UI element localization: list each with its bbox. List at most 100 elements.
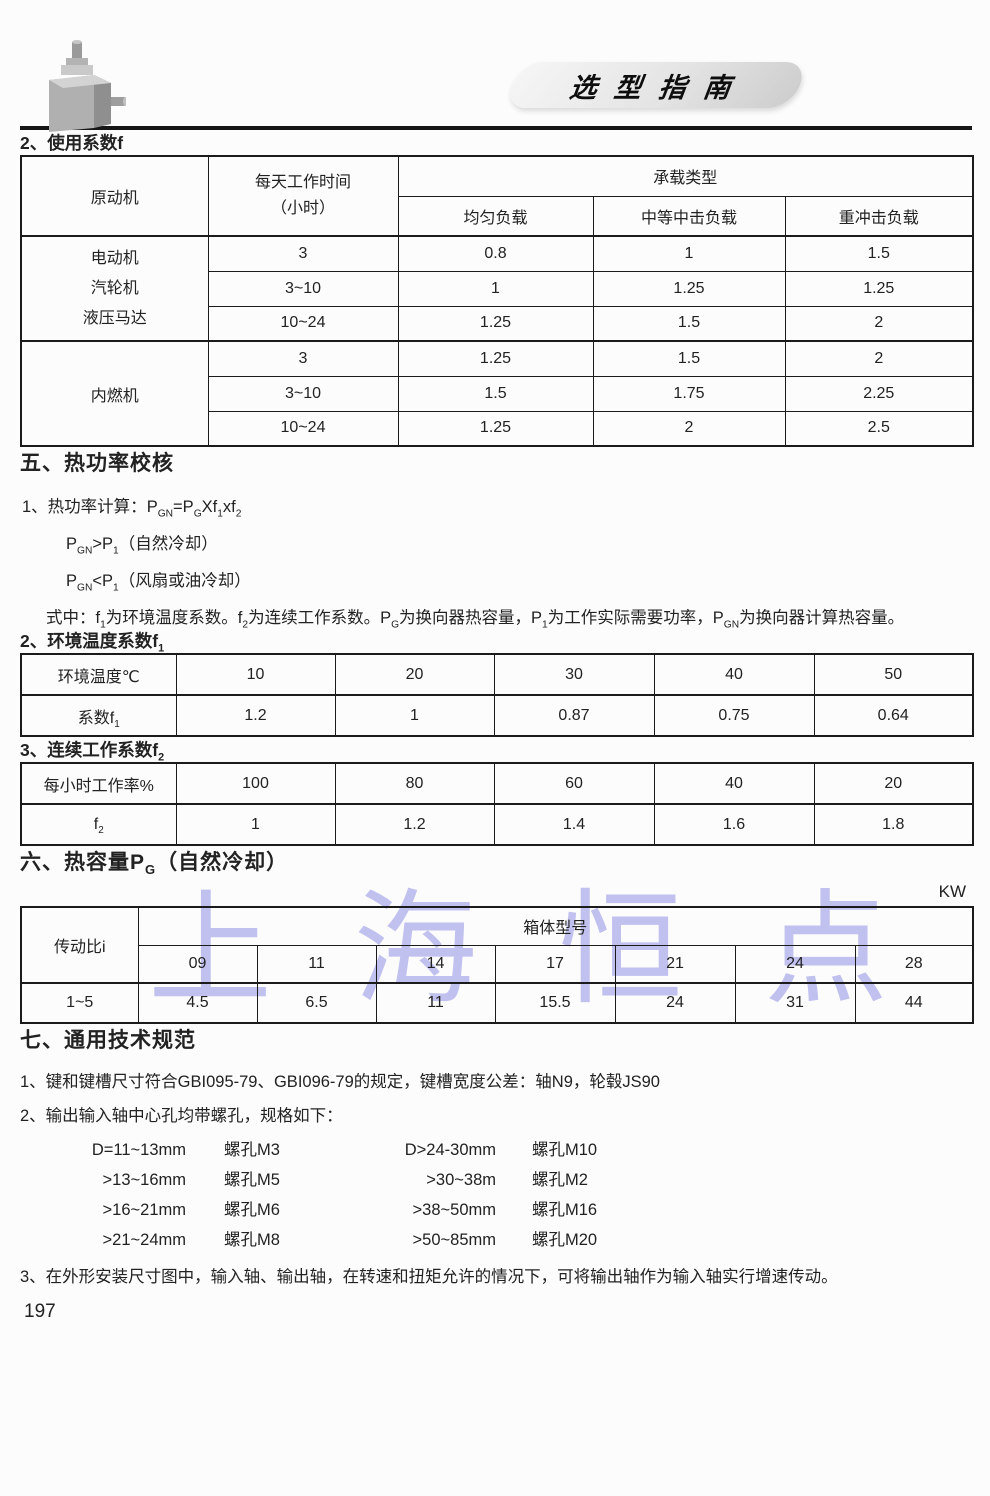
cell: 1.25 (784, 270, 974, 307)
shaft-diameter-range: >50~85mm (412, 1231, 496, 1249)
heading-text: 六、热容量P (20, 851, 146, 874)
row-header-text: 系数f (77, 709, 115, 727)
formula-text: >P (92, 535, 113, 553)
formula-subscript: G (391, 619, 400, 631)
banner-title: 选 型 指 南 (566, 72, 744, 103)
cell: 1.25 (397, 410, 594, 447)
page-content: 选 型 指 南 2、使用系数f 原动机 每天工作时间 （小时） 承载类型 均匀负… (20, 0, 975, 1322)
formula-text: Xf (201, 498, 218, 516)
cell: 0.8 (397, 235, 594, 272)
usage-factor-table: 原动机 每天工作时间 （小时） 承载类型 均匀负载 中等中击负载 重冲击负载 电… (20, 155, 975, 447)
cell: 24 (614, 982, 736, 1024)
cell: 2.5 (784, 410, 974, 447)
col-header-uniform-load: 均匀负载 (397, 195, 594, 237)
cell: 10~24 (207, 305, 399, 342)
formula-text: 为换向器计算热容量。 (739, 609, 905, 627)
formula-natural-cooling: PGN>P1（自然冷却） (66, 530, 972, 557)
formula-text: 为换向器热容量，P (399, 609, 543, 627)
row-header-factor-f1: 系数f1 (20, 694, 177, 737)
thermal-check-heading: 五、热功率校核 (20, 452, 174, 475)
thread-hole-size: 螺孔M2 (532, 1171, 588, 1189)
cell: 0.75 (653, 694, 815, 737)
formula-thermal-power: 1、热功率计算：PGN=PGXf1xf2 (22, 493, 972, 519)
formula-text: =P (173, 498, 194, 516)
gearbox-photo-icon (49, 40, 126, 132)
cell: 20 (334, 653, 495, 696)
row-header-text: f (93, 815, 99, 833)
cell: 80 (334, 762, 495, 805)
unit-label-kw: KW (938, 882, 966, 901)
cell: 3~10 (207, 270, 399, 307)
thread-hole-size: 螺孔M3 (224, 1141, 280, 1159)
row-header-subscript: 2 (98, 824, 104, 836)
heading-text: （自然冷却） (156, 851, 289, 874)
cell: 1.4 (493, 803, 655, 846)
cell: 2 (592, 410, 786, 447)
formula-text: P (146, 498, 158, 516)
col-header-box-size: 21 (614, 944, 736, 984)
thread-hole-size: 螺孔M6 (224, 1201, 280, 1219)
cell: 1.25 (592, 270, 786, 307)
section-banner: 选 型 指 南 (503, 62, 809, 108)
formula-text: 式中：f (46, 609, 101, 627)
formula-subscript: GN (723, 619, 740, 631)
general-spec-item-3: 3、在外形安装尺寸图中，输入轴、输出轴，在转速和扭矩允许的情况下，可将输出轴作为… (20, 1268, 838, 1286)
col-header-daily-hours-line2: （小时） (270, 200, 335, 217)
table-row: 10~24 1.25 1.5 2 (21, 305, 974, 342)
cell: 1 (334, 694, 495, 737)
cell: 1.6 (653, 803, 815, 846)
heat-capacity-heading: 六、热容量PG（自然冷却） (20, 846, 972, 876)
formula-label: 1、热功率计算： (22, 498, 147, 516)
shaft-diameter-range: >38~50mm (412, 1201, 496, 1219)
page-header: 选 型 指 南 (20, 0, 972, 132)
thread-hole-size: 螺孔M5 (224, 1171, 280, 1189)
prime-mover-line: 电动机 (90, 249, 139, 267)
shaft-diameter-range: D>24-30mm (404, 1141, 496, 1159)
col-header-box-size: 24 (734, 944, 856, 984)
page-number: 197 (24, 1301, 56, 1322)
table-row: 原动机 每天工作时间 （小时） 承载类型 (20, 155, 974, 237)
col-header-box-size: 28 (854, 944, 974, 984)
cell: 1.5 (784, 235, 974, 272)
col-header-moderate-shock-load: 中等中击负载 (592, 195, 786, 237)
col-header-box-model: 箱体型号 (137, 906, 974, 946)
prime-mover-line: 汽轮机 (90, 279, 139, 297)
col-header-box-size: 09 (137, 944, 258, 984)
cell: 44 (854, 982, 974, 1024)
cell: 1.5 (592, 340, 786, 377)
formula-subscript: 1 (113, 582, 119, 594)
heat-capacity-table: 传动比i 箱体型号 09 11 14 17 21 24 28 1~5 4.5 6… (20, 906, 974, 1024)
col-header-load-type: 承载类型 (397, 155, 974, 197)
table-row: 内燃机 3 1.25 1.5 2 (20, 340, 974, 447)
cell: 1.2 (175, 694, 336, 737)
shaft-diameter-range: >13~16mm (102, 1171, 186, 1189)
cell: 1.25 (397, 340, 594, 377)
row-header-duty-rate: 每小时工作率% (20, 762, 177, 805)
cell: 1.25 (397, 305, 594, 342)
col-header-ratio: 传动比i (20, 906, 139, 984)
formula-subscript: 1 (542, 619, 548, 631)
col-header-box-size: 14 (375, 944, 496, 984)
prime-mover-line: 液压马达 (82, 309, 147, 327)
formula-subscript: 2 (242, 619, 249, 631)
formula-subscript: GN (77, 545, 93, 557)
formula-text: （自然冷却） (118, 535, 218, 553)
thread-hole-size: 螺孔M8 (224, 1231, 280, 1249)
cell: 40 (653, 653, 815, 696)
shaft-diameter-range: >16~21mm (102, 1201, 186, 1219)
thread-hole-size: 螺孔M10 (532, 1141, 598, 1159)
col-header-daily-hours: 每天工作时间 （小时） (207, 155, 399, 237)
cell: 1 (397, 270, 594, 307)
cell: 1 (592, 235, 786, 272)
table-row: 09 11 14 17 21 24 28 (21, 944, 974, 984)
table-row: 1~5 4.5 6.5 11 15.5 24 31 44 (20, 982, 974, 1024)
table-row: 均匀负载 中等中击负载 重冲击负载 (21, 195, 974, 237)
table-row: f2 1 1.2 1.4 1.6 1.8 (20, 803, 974, 846)
thread-hole-size: 螺孔M20 (532, 1231, 598, 1249)
formula-text: <P (92, 572, 113, 590)
heading-subscript: G (145, 862, 157, 878)
cell: 3 (207, 340, 399, 377)
thread-hole-size: 螺孔M16 (532, 1201, 598, 1219)
formula-text: P (66, 572, 78, 590)
